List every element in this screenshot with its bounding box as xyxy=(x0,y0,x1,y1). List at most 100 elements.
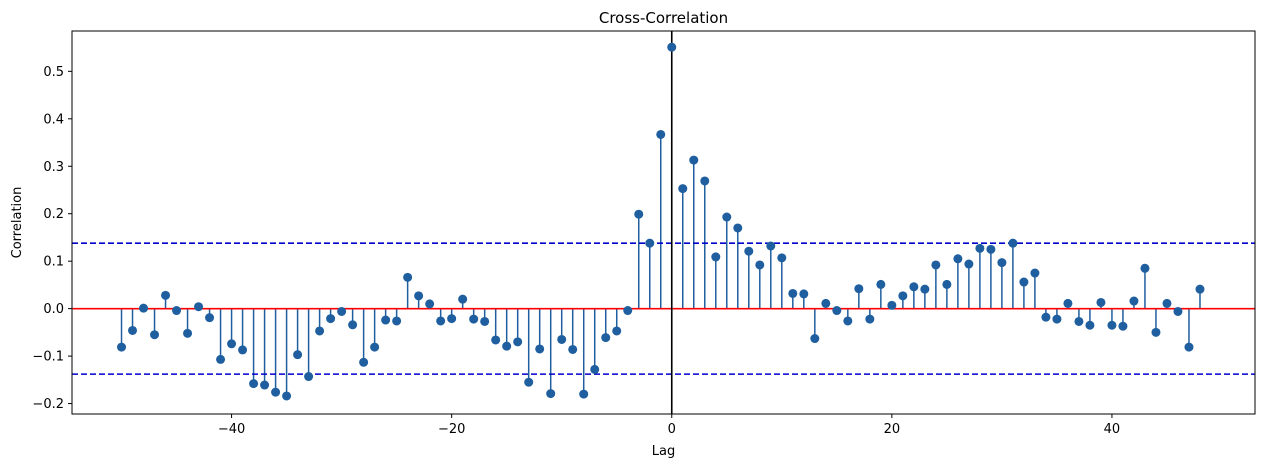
y-tick-label: 0.4 xyxy=(43,112,64,127)
stem-marker xyxy=(678,184,688,194)
stem-marker xyxy=(348,320,358,330)
stem-marker xyxy=(865,314,875,324)
stem-marker xyxy=(953,254,963,264)
stem-marker xyxy=(777,253,787,263)
x-axis-label: Lag xyxy=(652,444,675,459)
stem-marker xyxy=(964,259,974,269)
stem-marker xyxy=(1019,277,1029,287)
stem-marker xyxy=(524,377,534,387)
y-tick-label: 0.0 xyxy=(43,302,64,317)
stem-marker xyxy=(788,288,798,298)
stem-marker xyxy=(128,325,138,335)
x-tick-label: 40 xyxy=(1104,422,1121,437)
stem-marker xyxy=(722,212,732,222)
stem-marker xyxy=(249,379,259,389)
stem-marker xyxy=(1195,284,1205,294)
axes-frame xyxy=(71,30,1256,415)
stem-marker xyxy=(414,291,424,301)
stem-marker xyxy=(1030,268,1040,278)
stem-marker xyxy=(293,350,303,360)
stem-marker xyxy=(1063,298,1073,308)
stem-marker xyxy=(1118,321,1128,331)
y-tick-label: −0.1 xyxy=(32,350,64,365)
stem-marker xyxy=(1074,316,1084,326)
stem-marker xyxy=(260,380,270,390)
stem-marker xyxy=(557,334,567,344)
stem-marker xyxy=(359,357,369,367)
stem-marker xyxy=(304,372,314,382)
stem-marker xyxy=(832,306,842,316)
stem-marker xyxy=(942,279,952,289)
stem-marker xyxy=(887,300,897,310)
stem-marker xyxy=(172,306,182,316)
stem-marker xyxy=(601,333,611,343)
stem-marker xyxy=(491,335,501,345)
stem-marker xyxy=(425,299,435,309)
stem-marker xyxy=(1107,320,1117,330)
stem-marker xyxy=(700,176,710,186)
stem-marker xyxy=(1041,312,1051,322)
stem-marker xyxy=(843,316,853,326)
stem-marker xyxy=(1129,296,1139,306)
stem-marker xyxy=(1096,297,1106,307)
stem-marker xyxy=(909,282,919,292)
x-tick-label: 0 xyxy=(668,422,676,437)
stem-marker xyxy=(183,328,193,338)
stem-marker xyxy=(227,339,237,349)
stem-marker xyxy=(810,334,820,344)
stem-marker xyxy=(744,246,754,256)
stem-marker xyxy=(238,345,248,355)
stem-marker xyxy=(821,298,831,308)
x-axis: −40 −20 0 20 40 xyxy=(218,414,1120,437)
stem-marker xyxy=(480,316,490,326)
stem-marker xyxy=(150,330,160,340)
stem-marker xyxy=(1151,327,1161,337)
stem-marker xyxy=(117,342,127,352)
stem-marker xyxy=(194,302,204,312)
stem-marker xyxy=(766,241,776,251)
stem-marker xyxy=(392,316,402,326)
stem-marker xyxy=(326,314,336,324)
y-tick-label: 0.1 xyxy=(43,255,64,270)
stem-marker xyxy=(282,391,292,401)
stem-marker xyxy=(403,272,413,282)
stem-marker xyxy=(898,291,908,301)
stem-marker xyxy=(656,129,666,139)
plot-area xyxy=(72,31,1255,414)
stem-marker xyxy=(645,238,655,248)
stem-marker xyxy=(447,314,457,324)
y-tick-label: −0.2 xyxy=(32,397,64,412)
stem-marker xyxy=(986,244,996,254)
y-tick-label: 0.5 xyxy=(43,65,64,80)
stem-marker xyxy=(579,389,589,399)
stem-marker xyxy=(381,315,391,325)
stem-marker xyxy=(733,223,743,233)
y-axis: −0.2 −0.1 0.0 0.1 0.2 0.3 0.4 0.5 xyxy=(32,65,72,412)
stem-marker xyxy=(139,303,149,313)
stem-marker xyxy=(975,243,985,253)
chart-title: Cross-Correlation xyxy=(599,9,728,27)
stem-marker xyxy=(667,42,677,52)
stem-marker xyxy=(513,337,523,347)
stem-marker xyxy=(931,260,941,270)
x-tick-label: −20 xyxy=(438,422,465,437)
stem-marker xyxy=(205,313,215,323)
stem-marker xyxy=(568,344,578,354)
stem-marker xyxy=(711,252,721,262)
y-tick-label: 0.2 xyxy=(43,207,64,222)
stem-marker xyxy=(546,389,556,399)
stem-marker xyxy=(535,344,545,354)
stem-marker xyxy=(1162,298,1172,308)
stem-marker xyxy=(161,290,171,300)
stem-marker xyxy=(1173,306,1183,316)
stem-marker xyxy=(370,342,380,352)
stem-marker xyxy=(1140,263,1150,273)
stem-marker xyxy=(436,316,446,326)
stem-marker xyxy=(1052,314,1062,324)
stem-marker xyxy=(997,258,1007,268)
stem-marker xyxy=(1008,238,1018,248)
stem-marker xyxy=(876,279,886,289)
y-tick-label: 0.3 xyxy=(43,160,64,175)
